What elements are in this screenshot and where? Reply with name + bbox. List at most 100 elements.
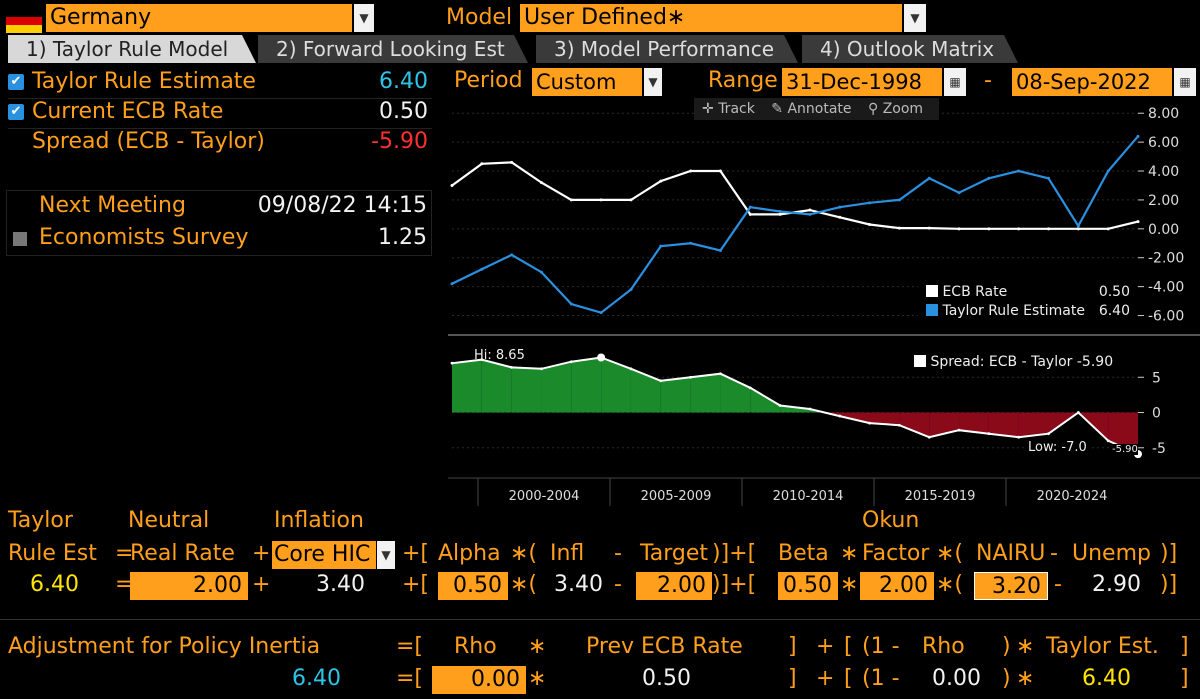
ecb-rate-checkbox[interactable]: ✔ xyxy=(8,104,24,120)
spread-label: Spread (ECB - Taylor) xyxy=(32,129,265,154)
spread-area xyxy=(541,361,572,413)
track-button[interactable]: ✛ Track xyxy=(702,101,755,117)
legend-ecb-value: 0.50 xyxy=(1098,284,1130,300)
spread-area xyxy=(571,357,602,413)
country-select[interactable]: Germany xyxy=(46,4,352,32)
ecb-rate-label: Current ECB Rate xyxy=(32,99,224,124)
x-tick-label: 2000-2004 xyxy=(509,489,580,504)
spread-point xyxy=(897,423,901,427)
core-hicp-dropdown-button[interactable]: ▼ xyxy=(377,541,395,569)
neutral-rate-input[interactable]: 2.00 xyxy=(130,572,248,600)
taylor-estimate-checkbox[interactable]: ✔ xyxy=(8,74,24,90)
inertia-mul: ∗ xyxy=(528,634,547,659)
ecb-rate-point xyxy=(987,227,991,231)
ecb-rate-value: 0.50 xyxy=(379,99,428,124)
taylor-estimate-point xyxy=(1136,134,1140,138)
y-tick-label: 8.00 xyxy=(1148,106,1179,122)
rho-echo-value: 0.00 xyxy=(932,666,981,691)
tab-outlook-matrix[interactable]: 4) Outlook Matrix xyxy=(802,35,1018,63)
value-mul2: ∗ xyxy=(840,572,859,597)
taylor-estimate-point xyxy=(1076,224,1080,228)
chart-toolbar: ✛ Track ✎ Annotate ⚲ Zoom xyxy=(694,98,939,120)
period-dropdown-button[interactable]: ▼ xyxy=(644,68,662,96)
annotate-button[interactable]: ✎ Annotate xyxy=(771,101,852,117)
pencil-icon: ✎ xyxy=(771,101,784,117)
taylor-estimate-point xyxy=(748,205,752,209)
value-minus2: - xyxy=(1054,572,1062,597)
economists-survey-checkbox[interactable] xyxy=(13,232,27,246)
y-tick-label: -5 xyxy=(1152,441,1166,457)
spread-area xyxy=(750,387,781,413)
ecb-rate-point xyxy=(689,169,693,173)
spread-point xyxy=(480,358,484,362)
range-start-input[interactable]: 31-Dec-1998 xyxy=(782,68,942,96)
taylor-estimate-value: 6.40 xyxy=(379,69,428,94)
section-divider xyxy=(0,619,1200,620)
spread-point xyxy=(510,365,514,369)
taylor-estimate-point xyxy=(987,176,991,180)
hi-annotation: Hi: 8.65 xyxy=(474,348,525,363)
zoom-button[interactable]: ⚲ Zoom xyxy=(867,101,924,117)
ecb-rate-point xyxy=(480,162,484,166)
legend-swatch-spread xyxy=(914,355,926,367)
y-tick-label: -4.00 xyxy=(1148,280,1184,296)
legend-taylor-value: 6.40 xyxy=(1098,303,1130,319)
label-close-bracket: )]+[ xyxy=(712,541,757,566)
range-label: Range xyxy=(708,68,778,93)
inertia-value-eq: =[ xyxy=(396,666,424,691)
spread-point xyxy=(629,367,633,371)
okun-factor-input[interactable]: 2.00 xyxy=(860,572,934,600)
taylor-estimate-point xyxy=(868,201,872,205)
inertia-value-one-minus: (1 - xyxy=(862,666,900,691)
value-open-bracket: +[ xyxy=(402,572,430,597)
value-plus: + xyxy=(252,572,271,597)
tab-model-performance[interactable]: 3) Model Performance xyxy=(536,35,798,63)
ecb-rate-point xyxy=(1076,227,1080,231)
ecb-rate-point xyxy=(629,198,633,202)
model-dropdown-button[interactable]: ▼ xyxy=(904,4,926,32)
target-input[interactable]: 2.00 xyxy=(636,572,712,600)
beta-input[interactable]: 0.50 xyxy=(778,572,838,600)
spread-point xyxy=(450,361,454,365)
calendar-icon[interactable]: ▦ xyxy=(1174,68,1196,96)
tab-taylor-rule-model[interactable]: 1) Taylor Rule Model xyxy=(8,35,256,63)
inertia-rho-label: Rho xyxy=(454,634,497,659)
inertia-result-value: 6.40 xyxy=(292,666,341,691)
taylor-estimate-point xyxy=(569,302,573,306)
inertia-close2: ] xyxy=(1180,634,1189,659)
label-mul: ∗( xyxy=(510,541,538,566)
core-hicp-select[interactable]: Core HIC xyxy=(272,541,376,569)
period-select[interactable]: Custom xyxy=(532,68,642,96)
tab-forward-looking-est[interactable]: 2) Forward Looking Est xyxy=(258,35,528,63)
ecb-rate-point xyxy=(748,212,752,216)
spread-line xyxy=(451,356,1139,456)
inertia-value-mul: ∗ xyxy=(528,666,547,691)
taylor-estimate-line xyxy=(451,135,1139,314)
ecb-rate-point xyxy=(450,183,454,187)
upper-legend: ECB Rate 0.50 Taylor Rule Estimate 6.40 xyxy=(918,282,1136,322)
range-end-input[interactable]: 08-Sep-2022 xyxy=(1012,68,1172,96)
model-select[interactable]: User Defined∗ xyxy=(520,4,902,32)
value-end: )] xyxy=(1160,572,1178,597)
label-mul3: ∗( xyxy=(936,541,964,566)
spread-area xyxy=(690,373,721,413)
ecb-rate-point xyxy=(868,223,872,227)
range-separator: - xyxy=(984,68,992,93)
label-mul2: ∗ xyxy=(840,541,859,566)
ecb-rate-point xyxy=(808,208,812,212)
alpha-input[interactable]: 0.50 xyxy=(438,572,508,600)
taylor-estimate-point xyxy=(808,212,812,216)
spread-point xyxy=(689,375,693,379)
ecb-rate-point xyxy=(1017,227,1021,231)
ecb-rate-point xyxy=(718,169,722,173)
value-minus: - xyxy=(614,572,622,597)
country-dropdown-button[interactable]: ▼ xyxy=(354,4,374,32)
economists-survey-label: Economists Survey xyxy=(39,225,249,250)
value-mul3: ∗( xyxy=(936,572,964,597)
rho-input[interactable]: 0.00 xyxy=(432,666,526,694)
calendar-icon[interactable]: ▦ xyxy=(944,68,966,96)
meeting-panel: Next Meeting 09/08/22 14:15 Economists S… xyxy=(6,190,432,256)
nairu-input[interactable]: 3.20 xyxy=(974,572,1048,600)
inertia-taylor-label: Taylor Est. xyxy=(1046,634,1159,659)
spread-area xyxy=(899,412,930,438)
